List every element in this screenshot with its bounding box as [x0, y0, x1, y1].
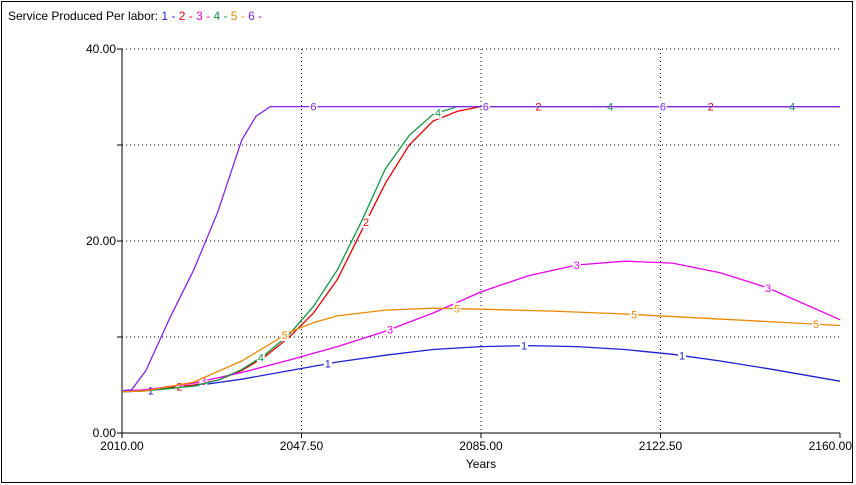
x-tick-label: 2010.00 [100, 439, 144, 453]
series-marker-4: 4 [258, 352, 264, 364]
x-tick-label: 2122.50 [639, 439, 683, 453]
series-marker-1: 1 [679, 351, 685, 363]
series-label-bg [630, 308, 639, 321]
series-marker-6: 6 [660, 102, 666, 114]
series-marker-4: 4 [607, 102, 613, 114]
series-label-bg [309, 100, 318, 113]
series-line-5 [122, 307, 840, 393]
legend-entry-5: 5 - [231, 9, 248, 23]
series-label-bg [280, 329, 289, 342]
series-line-1 [122, 344, 840, 393]
series-marker-4: 4 [435, 108, 441, 120]
series-marker-2: 2 [535, 102, 541, 114]
series-label-bg [812, 318, 821, 331]
series-marker-5: 5 [282, 330, 288, 342]
series-label-bg [323, 357, 332, 370]
series-marker-4: 4 [789, 102, 795, 114]
series-marker-1: 1 [521, 341, 527, 353]
legend-title: Service Produced Per labor: [8, 9, 161, 23]
series-1: 1 1 1 1 [122, 339, 840, 397]
series-label-bg [678, 349, 687, 362]
series-marker-3: 3 [765, 283, 771, 295]
series-label-bg [520, 339, 529, 352]
series-line-3 [122, 260, 840, 392]
series-marker-5: 5 [631, 309, 637, 321]
series-label-bg [764, 282, 773, 295]
chart-legend: Service Produced Per labor: 1 - 2 - 3 - … [8, 9, 262, 23]
series-marker-6: 6 [483, 102, 489, 114]
series-line-6 [122, 105, 840, 392]
x-axis-title: Years [466, 457, 496, 471]
series-5: 5 5 5 5 [122, 302, 840, 393]
x-tick-label: 2160.00 [809, 439, 853, 453]
series-marker-3: 3 [574, 260, 580, 272]
series-6: 6 6 6 [122, 100, 840, 392]
series-marker-1: 1 [148, 385, 154, 397]
series-marker-3: 3 [387, 324, 393, 336]
series-label-bg [481, 100, 490, 113]
legend-entry-1: 1 - [161, 9, 178, 23]
legend-entry-2: 2 - [179, 9, 196, 23]
series-label-bg [256, 351, 265, 364]
series-marker-6: 6 [310, 102, 316, 114]
x-tick-label: 2047.50 [280, 439, 324, 453]
series-line-2 [122, 105, 840, 392]
x-tick-label: 2085.00 [459, 439, 503, 453]
series-marker-3: 3 [200, 376, 206, 388]
series-label-bg [175, 380, 184, 393]
series-marker-2: 2 [708, 102, 714, 114]
y-tick-label: 20.00 [86, 234, 116, 248]
series-label-bg [386, 323, 395, 336]
series-label-bg [658, 100, 667, 113]
series-line-4 [122, 105, 840, 393]
series-marker-5: 5 [454, 304, 460, 316]
axes [117, 48, 841, 438]
series-marker-5: 5 [813, 319, 819, 331]
legend-entry-4: 4 - [213, 9, 230, 23]
legend-entry-3: 3 - [196, 9, 213, 23]
series-2: 222 2 [122, 100, 840, 393]
series-3: 3 3 3 3 [122, 259, 840, 392]
series-marker-2: 2 [363, 217, 369, 229]
legend-entry-6: 6 - [248, 9, 262, 23]
series-label-bg [453, 302, 462, 315]
series-4: 4 4 4 4 [122, 100, 840, 393]
y-tick-label: 0.00 [93, 426, 117, 440]
series-label-bg [199, 374, 208, 387]
series-label-bg [362, 215, 371, 228]
series-label-bg [572, 259, 581, 271]
series-marker-1: 1 [325, 359, 331, 371]
tick-labels: 0.00 20.00 40.00 2010.00 2047.50 2085.00 2122.… [86, 42, 852, 453]
y-tick-label: 40.00 [86, 42, 116, 56]
series-label-bg [433, 106, 442, 119]
